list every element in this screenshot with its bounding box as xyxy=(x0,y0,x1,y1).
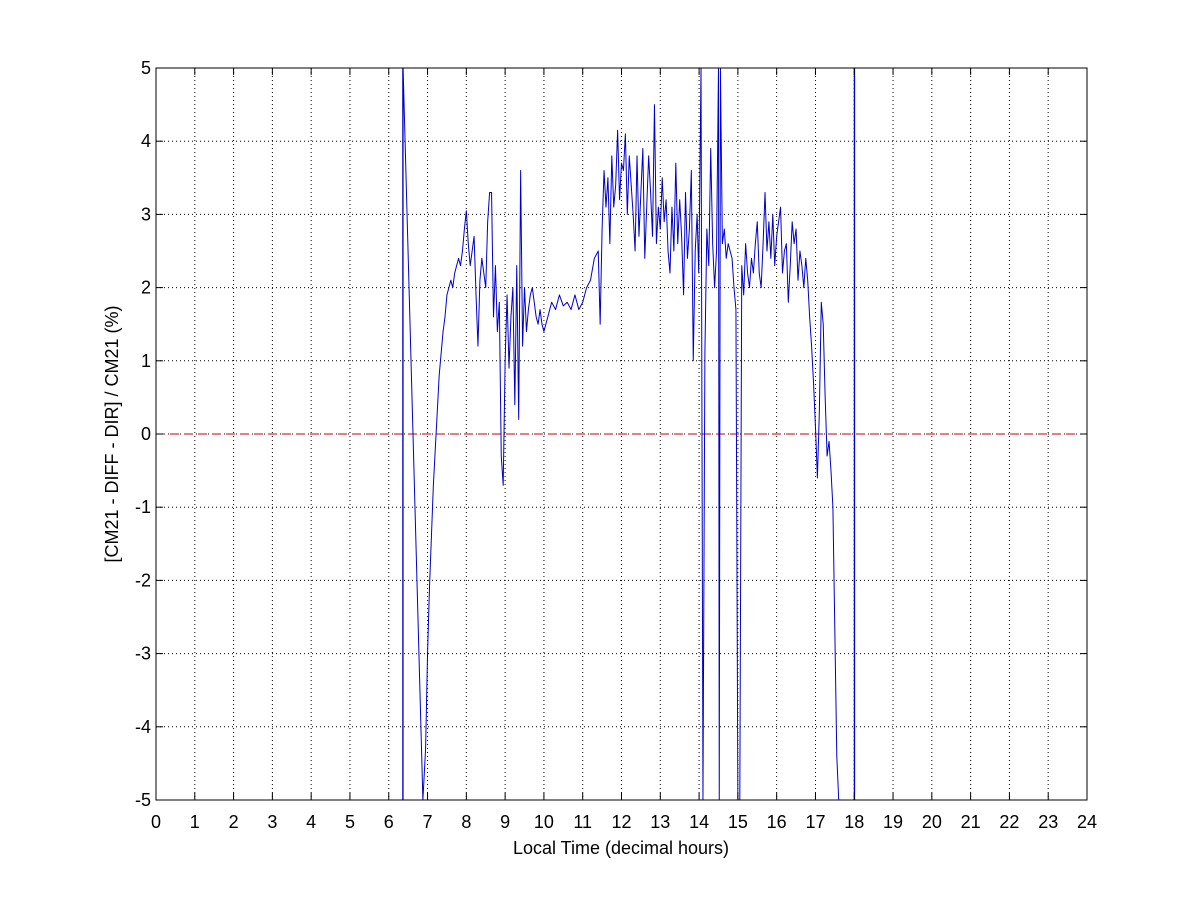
y-tick-label: -3 xyxy=(135,644,151,664)
x-tick-label: 5 xyxy=(345,812,355,832)
x-tick-label: 22 xyxy=(999,812,1019,832)
x-tick-label: 21 xyxy=(961,812,981,832)
x-axis-label: Local Time (decimal hours) xyxy=(513,838,729,858)
y-tick-label: 3 xyxy=(141,204,151,224)
y-tick-label: 0 xyxy=(141,424,151,444)
x-tick-label: 20 xyxy=(922,812,942,832)
x-tick-label: 17 xyxy=(805,812,825,832)
x-tick-label: 24 xyxy=(1077,812,1097,832)
series-group xyxy=(402,67,856,801)
x-tick-label: 9 xyxy=(500,812,510,832)
x-tick-label: 4 xyxy=(306,812,316,832)
x-tick-label: 7 xyxy=(423,812,433,832)
x-tick-label: 14 xyxy=(689,812,709,832)
x-tick-label: 2 xyxy=(229,812,239,832)
x-tick-label: 6 xyxy=(384,812,394,832)
y-axis-label: [CM21 - DIFF - DIR] / CM21 (%) xyxy=(102,305,122,562)
y-tick-label: 5 xyxy=(141,58,151,78)
x-tick-label: 15 xyxy=(728,812,748,832)
x-tick-label: 23 xyxy=(1038,812,1058,832)
x-tick-label: 0 xyxy=(151,812,161,832)
x-tick-label: 16 xyxy=(767,812,787,832)
y-tick-label: 4 xyxy=(141,131,151,151)
y-tick-labels: 5 4 3 2 1 0 -1 -2 -3 -4 -5 xyxy=(135,58,151,810)
x-tick-label: 3 xyxy=(267,812,277,832)
x-tick-label: 18 xyxy=(844,812,864,832)
y-tick-label: 2 xyxy=(141,278,151,298)
y-tick-label: -4 xyxy=(135,717,151,737)
axis-ticks xyxy=(155,67,1088,801)
x-tick-label: 10 xyxy=(534,812,554,832)
y-tick-label: 1 xyxy=(141,351,151,371)
x-tick-label: 8 xyxy=(461,812,471,832)
x-tick-labels: 0 1 2 3 4 5 6 7 8 9 10 11 12 13 14 15 16 17 18 19 20 21 22 23 24 xyxy=(151,812,1097,832)
x-tick-label: 11 xyxy=(573,812,592,832)
x-tick-label: 1 xyxy=(190,812,200,832)
y-tick-label: -5 xyxy=(135,790,151,810)
x-tick-label: 12 xyxy=(611,812,631,832)
series-line xyxy=(402,67,856,801)
y-tick-label: -1 xyxy=(135,497,151,517)
x-tick-label: 19 xyxy=(883,812,903,832)
y-tick-label: -2 xyxy=(135,570,151,590)
x-tick-label: 13 xyxy=(650,812,670,832)
